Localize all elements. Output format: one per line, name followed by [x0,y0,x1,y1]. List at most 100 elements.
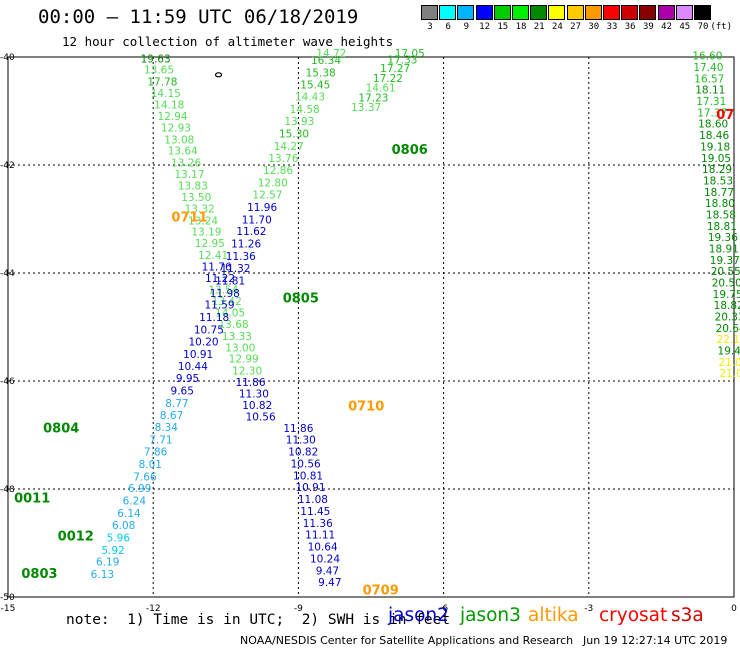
wave-height-label: 13.37 [351,102,381,114]
scale-label: 24 [551,22,563,32]
wave-height-label: 13.26 [171,158,201,170]
wave-height-label: 10.56 [246,411,276,423]
wave-height-label: 6.14 [117,508,141,520]
scale-swatch [530,5,548,20]
pass-time-label: 0806 [392,143,428,158]
scale-label: 12 [479,22,491,32]
wave-height-label: 14.15 [151,88,181,100]
y-tick-label: -46 [0,377,15,387]
wave-height-label: 10.75 [194,324,224,336]
wave-height-label: 5.92 [101,545,124,557]
scale-swatch [475,5,493,20]
scale-swatch [657,5,675,20]
wave-height-label: 16.60 [692,51,722,63]
scale-label: 9 [463,22,470,32]
generated-timestamp: Jun 19 12:27:14 UTC 2019 [583,634,728,647]
wave-height-label: 11.08 [298,494,328,506]
scale-label: (ft) [710,22,733,32]
wave-height-label: 18.29 [702,164,732,176]
scale-label: 27 [570,22,582,32]
wave-height-label: 5.96 [107,532,131,544]
wave-height-label: 19.46 [718,346,740,358]
scale-label: 39 [642,22,654,32]
wave-height-label: 13.32 [185,204,215,216]
wave-height-label: 18.82 [714,300,740,312]
wave-height-label: 13.50 [181,192,211,204]
wave-height-label: 10.64 [308,542,338,554]
wave-height-label: 21.00 [719,368,740,380]
satellite-jason2: jason2 [388,605,449,626]
scale-swatch [639,5,657,20]
x-tick-label: -6 [439,604,448,614]
scale-swatch [512,5,529,20]
wave-height-label: 17.40 [693,62,723,74]
wave-height-label: 12.41 [198,250,228,262]
wave-height-label: 17.05 [395,48,425,60]
pass-time-label: 0805 [283,292,319,307]
footer-note: note: 1) Time is in UTC; 2) SWH is in fe… [66,612,451,628]
wave-height-label: 11.22 [205,273,235,285]
wave-height-label: 19.75 [713,289,740,301]
wave-height-label: 10.24 [310,553,340,565]
wave-height-label: 19.05 [701,153,731,165]
wave-height-label: 18.46 [699,130,729,142]
scale-swatch [694,5,711,20]
wave-height-label: 18.81 [707,221,737,233]
wave-height-label: 20.64 [716,323,740,335]
wave-height-label: 21.00 [718,357,740,369]
wave-height-label: 20.33 [715,312,740,324]
wave-height-label: 9.47 [316,565,339,577]
wave-height-label: 8.34 [155,422,179,434]
wave-height-label: 11.96 [247,202,277,214]
scale-swatch [584,5,602,20]
wave-height-label: 13.76 [268,153,298,165]
wave-height-label: 10.82 [242,400,272,412]
wave-height-label: 14.72 [316,48,346,60]
wave-height-label: 11.30 [286,435,316,447]
wave-height-label: 17.33 [387,54,417,66]
x-tick-label: -3 [584,604,593,614]
wave-height-label: 13.93 [284,116,314,128]
wave-height-label: 22.10 [717,334,740,346]
wave-height-label: 11.98 [210,288,240,300]
wave-height-label: 13.68 [219,319,249,331]
wave-height-label: 15.30 [279,128,309,140]
wave-height-label: 9.65 [171,386,194,398]
y-tick-label: -50 [0,593,15,603]
wave-height-label: 11.11 [305,530,335,542]
scale-swatch [675,5,693,20]
wave-height-label: 11.70 [242,214,272,226]
scale-label: 36 [624,22,636,32]
wave-height-label: 14.27 [274,141,304,153]
wave-height-label: 13.54 [208,285,238,297]
wave-height-label: 18.58 [706,209,736,221]
y-tick-label: -40 [0,53,15,63]
wave-height-label: 13.64 [168,146,198,158]
wave-height-label: 11.81 [215,275,245,287]
satellite-altika: altika [528,605,579,626]
wave-height-label: 10.44 [178,361,208,373]
scale-swatch [421,5,438,20]
wave-height-label: 18.77 [704,187,734,199]
pass-time-label: 0711 [171,211,207,226]
wave-height-label: 18.80 [705,198,735,210]
wave-height-label: 19.36 [708,232,738,244]
wave-height-label: 10.81 [293,470,323,482]
wave-height-label: 12.57 [252,189,282,201]
wave-height-label: 11.26 [231,239,261,251]
scale-label: 42 [661,22,673,32]
wave-height-label: 15.45 [300,79,330,91]
x-tick-label: -9 [294,604,303,614]
wave-height-label: 6.24 [123,496,147,508]
wave-height-label: 11.59 [204,300,234,312]
wave-height-label: 13.00 [225,342,255,354]
scale-label: 15 [497,22,509,32]
wave-height-label: 17.22 [373,73,403,85]
wave-height-label: 13.65 [144,65,174,77]
wave-height-label: 14.05 [215,308,245,320]
wave-height-label: 17.31 [696,96,726,108]
scale-swatch [548,5,566,20]
wave-height-label: 18.60 [698,119,728,131]
wave-height-label: 14.18 [154,99,184,111]
wave-height-label: 17.37 [697,107,727,119]
